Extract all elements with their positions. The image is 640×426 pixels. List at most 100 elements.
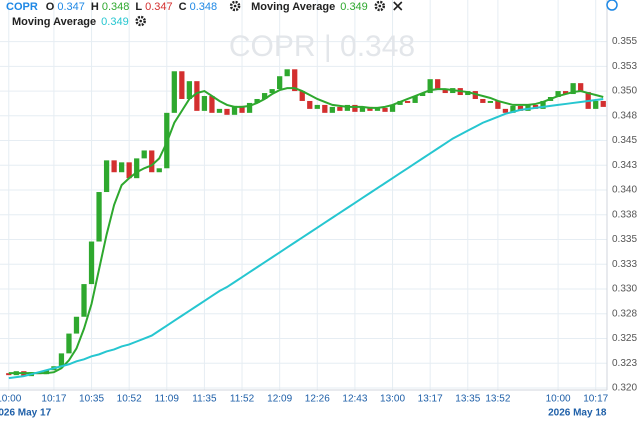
candle [209,96,215,113]
candle [88,241,95,285]
watermark: COPR | 0.348 [229,30,415,63]
candle [555,91,561,98]
y-tick-label: 0.323 [612,358,637,369]
candle [126,162,132,179]
candle [261,93,268,99]
legend-name: Moving Average [251,1,335,13]
legend-name: Moving Average [12,16,96,28]
x-tick-label: 10:52 [117,394,142,405]
legend-value: 0.349 [340,1,368,13]
candle [570,83,576,95]
y-tick-label: 0.340 [612,185,637,196]
candle [186,81,192,99]
x-tick-label: 10:17 [583,394,608,405]
candle [562,91,569,95]
candle [540,100,546,109]
date-label: 2026 May 18 [548,408,607,419]
candle [307,100,313,109]
x-tick-label: 10:00 [546,394,571,405]
candle [420,93,426,97]
y-tick-label: 0.348 [612,110,637,121]
y-tick-label: 0.328 [612,308,637,319]
y-tick-label: 0.353 [612,61,637,72]
candle [239,105,245,113]
candle [412,96,418,103]
candle [435,79,441,90]
x [393,1,403,11]
candle [427,79,433,94]
candle [578,83,584,93]
candle [58,353,65,367]
candle [149,150,155,173]
top-right-icon[interactable] [606,0,618,11]
ohlc-value: 0.348 [102,1,130,13]
legend: COPR O 0.347 H 0.348 L 0.347 C 0.348 Moving Aver… [6,0,403,28]
ohlc-label: L [135,1,142,13]
y-tick-label: 0.350 [612,86,637,97]
candle [141,150,147,159]
x-tick-label: 12:26 [305,394,330,405]
candle [495,100,501,109]
ohlc-label: H [91,1,99,13]
candle [292,69,298,92]
x-tick-label: 10:35 [79,394,104,405]
candle [404,100,411,103]
candle [277,76,283,90]
y-tick-label: 0.335 [612,234,637,245]
candle [352,104,358,112]
candle [593,100,599,109]
settings-icon[interactable] [229,0,241,12]
candle [299,91,305,101]
symbol: COPR [6,1,38,13]
ohlc-label: C [179,1,187,13]
y-tick-label: 0.343 [612,160,637,171]
candle [502,108,509,113]
gear [374,0,386,12]
candle [179,71,185,99]
candle [111,160,117,173]
candle [103,160,110,193]
ohlc-label: O [46,1,55,13]
ohlc-value: 0.347 [57,1,85,13]
ohlc-value: 0.347 [145,1,173,13]
x-tick-label: 12:09 [267,394,292,405]
candle [224,108,230,115]
x-tick-label: 12:43 [342,394,367,405]
candle [171,71,177,113]
settings-icon[interactable] [374,0,386,12]
candle [134,158,140,179]
x-tick-label: 13:52 [485,394,510,405]
candle [442,89,448,94]
candle [156,168,162,173]
candle [359,106,366,112]
x-tick-label: 10:17 [41,394,66,405]
gear [135,15,146,27]
candle [66,333,72,354]
x-tick-label: 13:35 [455,394,480,405]
settings-icon[interactable] [135,15,146,27]
candle [254,98,260,103]
candle [510,105,516,113]
candle [216,108,223,113]
y-tick-label: 0.338 [612,209,637,220]
candle [284,69,290,77]
close-icon[interactable] [393,1,403,11]
y-tick-label: 0.333 [612,259,637,270]
gear-hole [139,19,142,23]
x-tick-label: 13:00 [380,394,405,405]
gear-hole [378,4,382,8]
legend-value: 0.349 [101,16,129,28]
candle [389,104,396,112]
candle [314,104,320,109]
moving-average-line [8,97,604,380]
moving-average-line [8,87,604,375]
candle [231,105,238,115]
gear-hole [233,4,237,8]
candle [337,106,343,111]
candle [119,162,125,173]
candle [73,316,80,334]
candle [322,104,328,113]
y-tick-label: 0.325 [612,333,637,344]
